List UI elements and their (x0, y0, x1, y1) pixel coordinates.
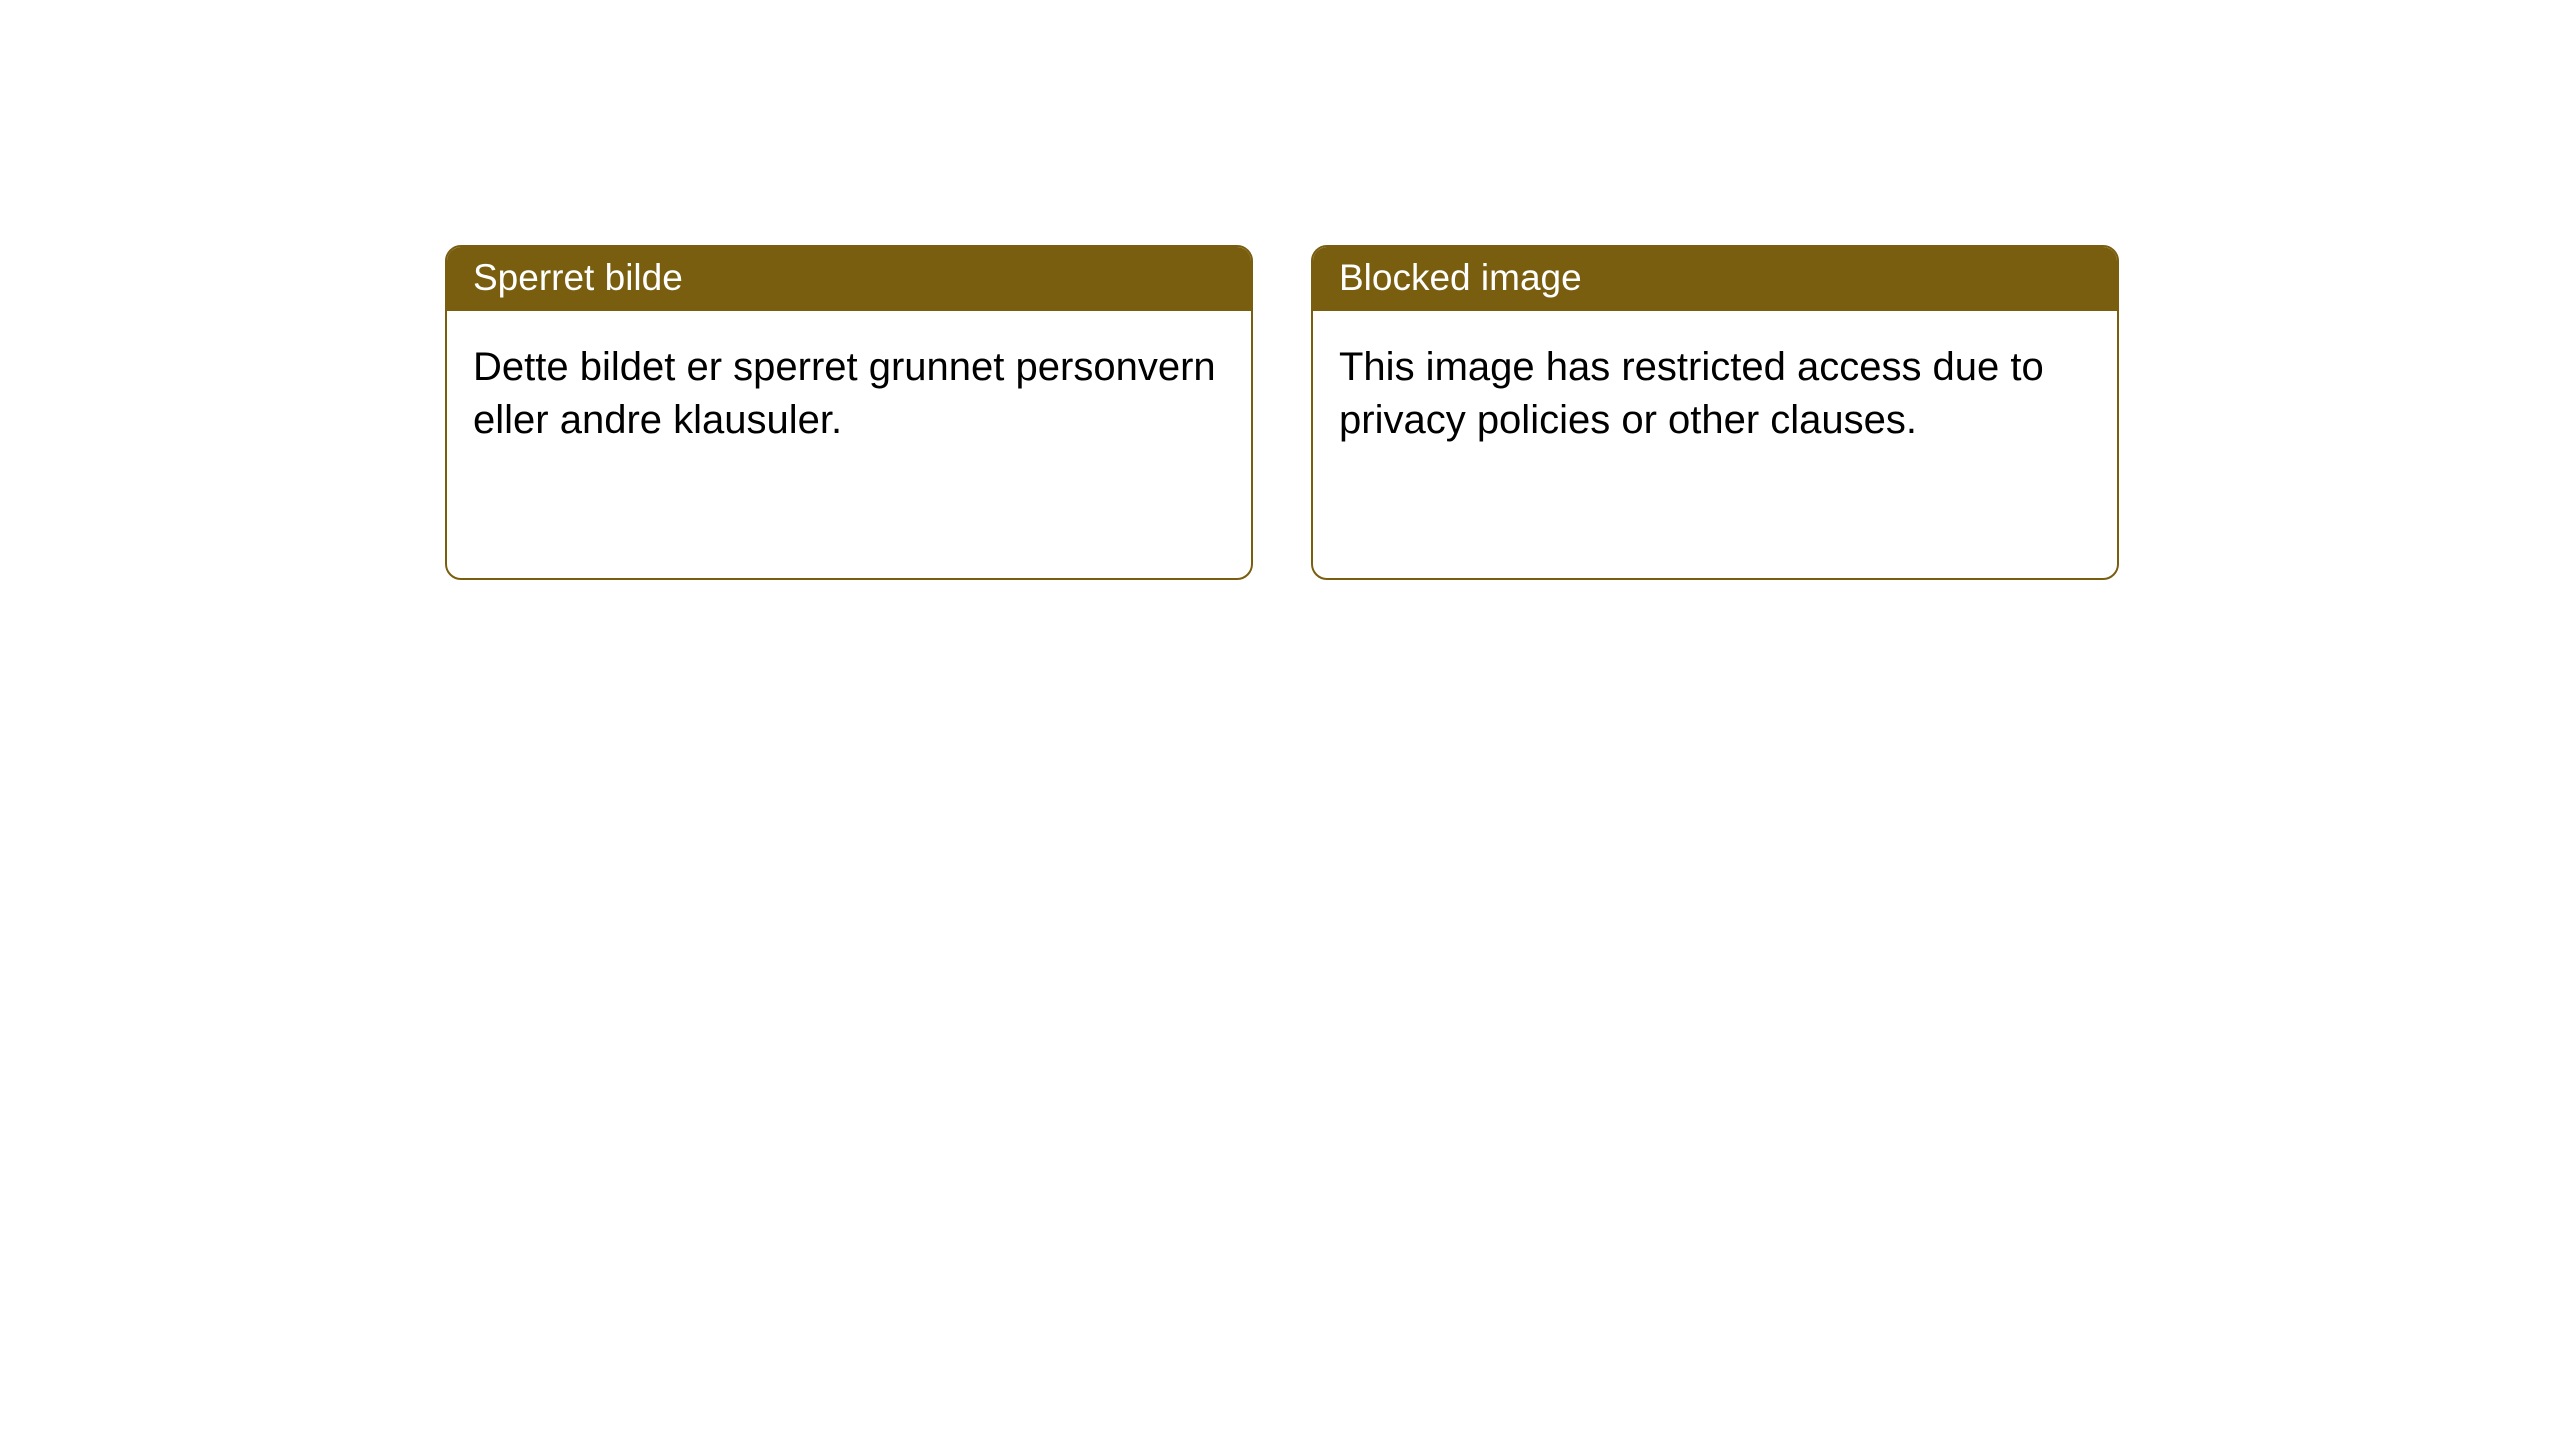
notice-body-en: This image has restricted access due to … (1313, 311, 2117, 473)
notice-box-no: Sperret bilde Dette bildet er sperret gr… (445, 245, 1253, 580)
notice-box-en: Blocked image This image has restricted … (1311, 245, 2119, 580)
notice-body-no: Dette bildet er sperret grunnet personve… (447, 311, 1251, 473)
notice-title-no: Sperret bilde (447, 247, 1251, 311)
notice-container: Sperret bilde Dette bildet er sperret gr… (445, 245, 2560, 580)
notice-title-en: Blocked image (1313, 247, 2117, 311)
